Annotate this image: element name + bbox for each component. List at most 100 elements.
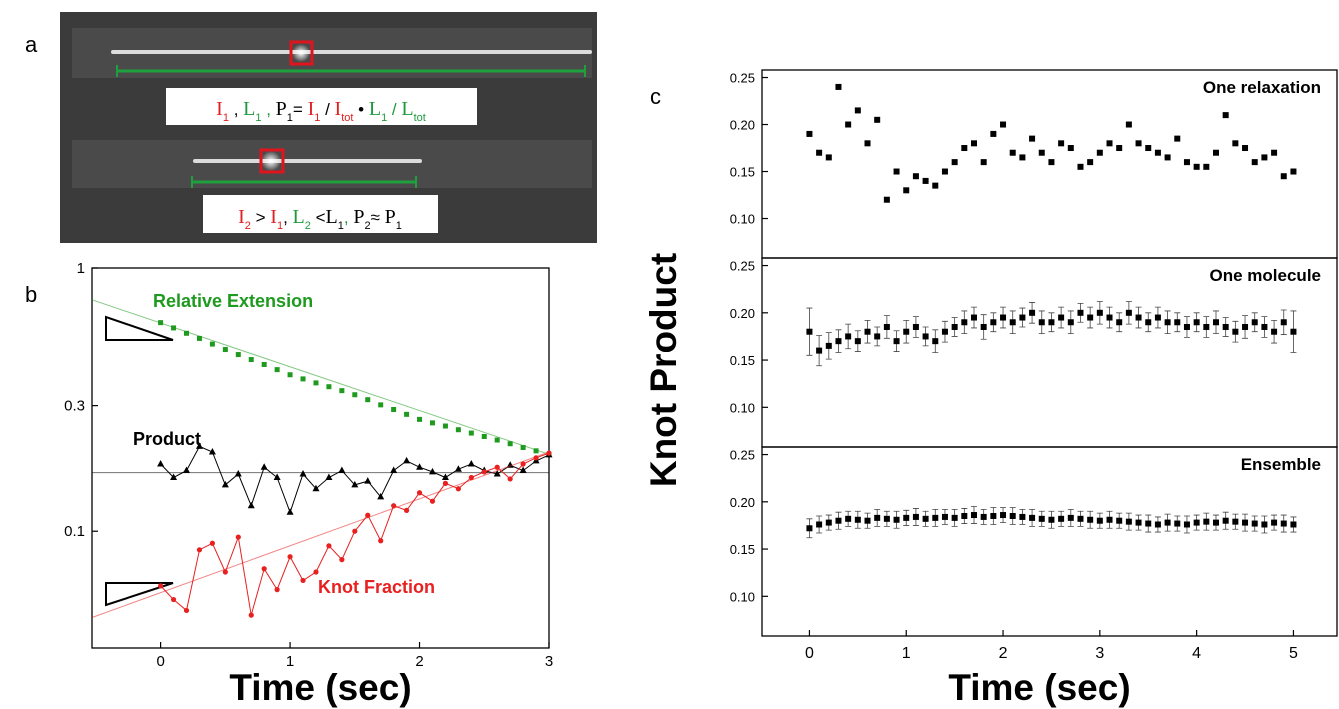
point [845, 515, 852, 522]
point [454, 465, 462, 472]
point [533, 455, 539, 461]
point [455, 427, 461, 433]
point [1087, 314, 1094, 321]
point [403, 456, 411, 464]
point [951, 514, 958, 521]
point [1280, 520, 1287, 527]
point [1290, 328, 1297, 335]
formula-part: L [369, 98, 381, 120]
point [1203, 163, 1210, 170]
series-label: Product [133, 429, 201, 449]
point [352, 392, 358, 398]
y-tick-label: 0.20 [730, 306, 755, 321]
point [313, 380, 319, 386]
point [1242, 323, 1249, 330]
point [1048, 159, 1055, 166]
point [893, 516, 900, 523]
point [493, 469, 501, 477]
fraction-triangle [105, 582, 174, 607]
point [1077, 163, 1084, 170]
point [273, 473, 281, 480]
formula-part: = [293, 100, 308, 119]
point [922, 177, 929, 184]
point [961, 145, 968, 152]
x-tick-label: 1 [902, 645, 911, 662]
point [519, 466, 527, 474]
y-tick-label: 0.1 [64, 523, 85, 540]
point [365, 512, 371, 518]
point [428, 467, 436, 475]
point [845, 121, 852, 128]
point [274, 587, 280, 593]
formula-subscript: 2 [364, 220, 370, 232]
point [546, 450, 552, 456]
x-tick-label: 4 [1192, 645, 1201, 662]
point [1096, 517, 1103, 524]
point [893, 338, 900, 345]
formula-subscript: 1 [381, 112, 387, 124]
formula-part: P [353, 206, 364, 228]
point [1203, 518, 1210, 525]
point [816, 521, 823, 528]
point [390, 466, 398, 474]
point [1154, 521, 1161, 528]
point [391, 503, 397, 509]
point [313, 569, 319, 575]
point [170, 596, 177, 603]
point [222, 347, 228, 353]
formula-box [166, 88, 477, 125]
subplot-title: Ensemble [1241, 455, 1321, 474]
point [1212, 149, 1219, 156]
formula: I2 > I1, L2 <L1, P2≈ P1 [238, 206, 402, 232]
point [261, 566, 267, 572]
point [903, 187, 910, 194]
point [806, 130, 813, 137]
point [261, 361, 267, 367]
formula-part: I [335, 98, 342, 120]
point [941, 328, 948, 335]
formula-part: , [283, 208, 292, 227]
x-tick-label: 2 [999, 645, 1008, 662]
point [1164, 519, 1171, 526]
point [416, 490, 423, 496]
point [1145, 145, 1152, 152]
point [494, 464, 500, 470]
point [1009, 149, 1016, 156]
point [1193, 163, 1200, 170]
point [1261, 154, 1268, 161]
point [533, 448, 539, 454]
point [883, 323, 890, 330]
point [260, 463, 268, 470]
point [941, 513, 948, 520]
formula-part: L [293, 206, 305, 228]
point [1174, 520, 1181, 527]
point [990, 512, 997, 519]
point [1290, 521, 1297, 528]
formula-subscript: 1 [314, 112, 320, 124]
point [416, 463, 424, 470]
point [196, 335, 202, 341]
point [806, 525, 813, 532]
point [208, 447, 216, 455]
point [1029, 135, 1036, 142]
point [183, 466, 191, 474]
point [1290, 168, 1297, 175]
point [1183, 521, 1190, 528]
formula-subscript: 1 [396, 220, 402, 232]
point [922, 333, 929, 340]
point [1280, 173, 1287, 180]
point [1222, 517, 1229, 524]
point [941, 168, 948, 175]
extension-triangle [105, 315, 174, 341]
point [467, 460, 475, 467]
point [980, 513, 987, 520]
point [845, 333, 852, 340]
point [883, 196, 890, 203]
point [403, 507, 410, 513]
panel-label: b [25, 282, 37, 307]
point [1164, 319, 1171, 326]
point [864, 328, 871, 335]
point [1212, 519, 1219, 526]
point [481, 469, 487, 475]
